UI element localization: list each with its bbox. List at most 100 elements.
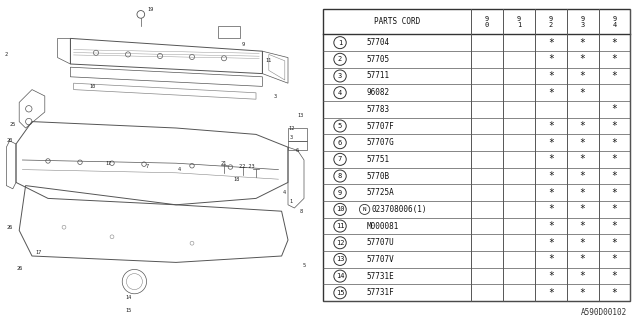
Text: *: * <box>612 121 618 131</box>
Text: 11: 11 <box>336 223 344 229</box>
Text: M000081: M000081 <box>366 221 399 231</box>
Circle shape <box>334 220 346 232</box>
Text: 9
2: 9 2 <box>548 16 553 28</box>
Text: 7: 7 <box>146 164 148 169</box>
Text: *: * <box>548 188 554 198</box>
Text: 20: 20 <box>6 138 13 143</box>
Text: *: * <box>580 88 586 98</box>
Text: *: * <box>580 38 586 48</box>
Text: *: * <box>580 138 586 148</box>
Text: 9
4: 9 4 <box>612 16 616 28</box>
Text: 9
1: 9 1 <box>516 16 521 28</box>
Text: 8: 8 <box>300 209 302 214</box>
Circle shape <box>334 287 346 299</box>
Text: 14: 14 <box>336 273 344 279</box>
Text: 57783: 57783 <box>366 105 389 114</box>
Text: *: * <box>612 188 618 198</box>
Text: 15: 15 <box>125 308 131 313</box>
Text: *: * <box>612 154 618 164</box>
Text: *: * <box>548 221 554 231</box>
Circle shape <box>334 87 346 99</box>
Text: *: * <box>612 54 618 64</box>
Circle shape <box>360 204 370 214</box>
Text: *: * <box>612 254 618 264</box>
Text: *: * <box>580 188 586 198</box>
Text: *: * <box>580 288 586 298</box>
Text: 17: 17 <box>106 161 112 166</box>
Text: *: * <box>580 254 586 264</box>
Text: 7: 7 <box>338 156 342 162</box>
Text: *: * <box>612 71 618 81</box>
Circle shape <box>334 187 346 199</box>
Text: 3: 3 <box>290 135 292 140</box>
Text: *: * <box>580 221 586 231</box>
Circle shape <box>334 137 346 149</box>
Text: 96082: 96082 <box>366 88 389 97</box>
Circle shape <box>334 153 346 165</box>
Text: *: * <box>548 288 554 298</box>
Text: 023708006(1): 023708006(1) <box>371 205 427 214</box>
Text: 57725A: 57725A <box>366 188 394 197</box>
Text: 11: 11 <box>266 58 272 63</box>
Text: 57707F: 57707F <box>366 122 394 131</box>
Text: 9
3: 9 3 <box>580 16 585 28</box>
Circle shape <box>334 270 346 282</box>
Text: *: * <box>548 154 554 164</box>
Text: 8: 8 <box>338 173 342 179</box>
Text: 17: 17 <box>35 250 42 255</box>
Text: 15: 15 <box>336 290 344 296</box>
Text: 9: 9 <box>242 42 244 47</box>
Text: *: * <box>612 38 618 48</box>
Text: *: * <box>548 71 554 81</box>
Text: 4: 4 <box>338 90 342 96</box>
Text: 12: 12 <box>288 125 294 131</box>
Text: A590D00102: A590D00102 <box>581 308 627 317</box>
Text: *: * <box>612 171 618 181</box>
Circle shape <box>334 170 346 182</box>
Text: 1: 1 <box>290 199 292 204</box>
Text: 13: 13 <box>336 256 344 262</box>
Text: 57705: 57705 <box>366 55 389 64</box>
Text: 26: 26 <box>6 225 13 230</box>
Text: 57707U: 57707U <box>366 238 394 247</box>
Text: *: * <box>548 238 554 248</box>
Text: 57731F: 57731F <box>366 288 394 297</box>
Text: 3: 3 <box>274 93 276 99</box>
Text: 57707V: 57707V <box>366 255 394 264</box>
Text: *: * <box>548 204 554 214</box>
Circle shape <box>334 237 346 249</box>
Text: 1: 1 <box>338 40 342 46</box>
Text: 10: 10 <box>336 206 344 212</box>
Text: *: * <box>548 254 554 264</box>
Text: N: N <box>363 207 366 212</box>
Text: 10: 10 <box>90 84 96 89</box>
Text: 26: 26 <box>16 266 22 271</box>
Text: *: * <box>580 54 586 64</box>
Text: 22 23: 22 23 <box>239 164 254 169</box>
Text: *: * <box>548 54 554 64</box>
Text: 12: 12 <box>336 240 344 246</box>
Text: *: * <box>612 288 618 298</box>
Circle shape <box>334 53 346 65</box>
Text: 6: 6 <box>338 140 342 146</box>
Text: *: * <box>612 138 618 148</box>
Text: 2: 2 <box>338 56 342 62</box>
Text: *: * <box>580 154 586 164</box>
Text: 5770B: 5770B <box>366 172 389 180</box>
Text: *: * <box>612 238 618 248</box>
Text: 19: 19 <box>147 7 154 12</box>
Text: 57711: 57711 <box>366 71 389 81</box>
Text: *: * <box>612 221 618 231</box>
Text: PARTS CORD: PARTS CORD <box>374 17 420 26</box>
Text: *: * <box>548 138 554 148</box>
Text: 4: 4 <box>178 167 180 172</box>
Text: *: * <box>580 271 586 281</box>
Text: 2: 2 <box>5 52 8 57</box>
Text: 18: 18 <box>234 177 240 182</box>
Text: 14: 14 <box>125 295 131 300</box>
Text: *: * <box>612 204 618 214</box>
Text: *: * <box>580 121 586 131</box>
Circle shape <box>334 120 346 132</box>
Text: *: * <box>548 171 554 181</box>
Text: 6: 6 <box>296 148 299 153</box>
